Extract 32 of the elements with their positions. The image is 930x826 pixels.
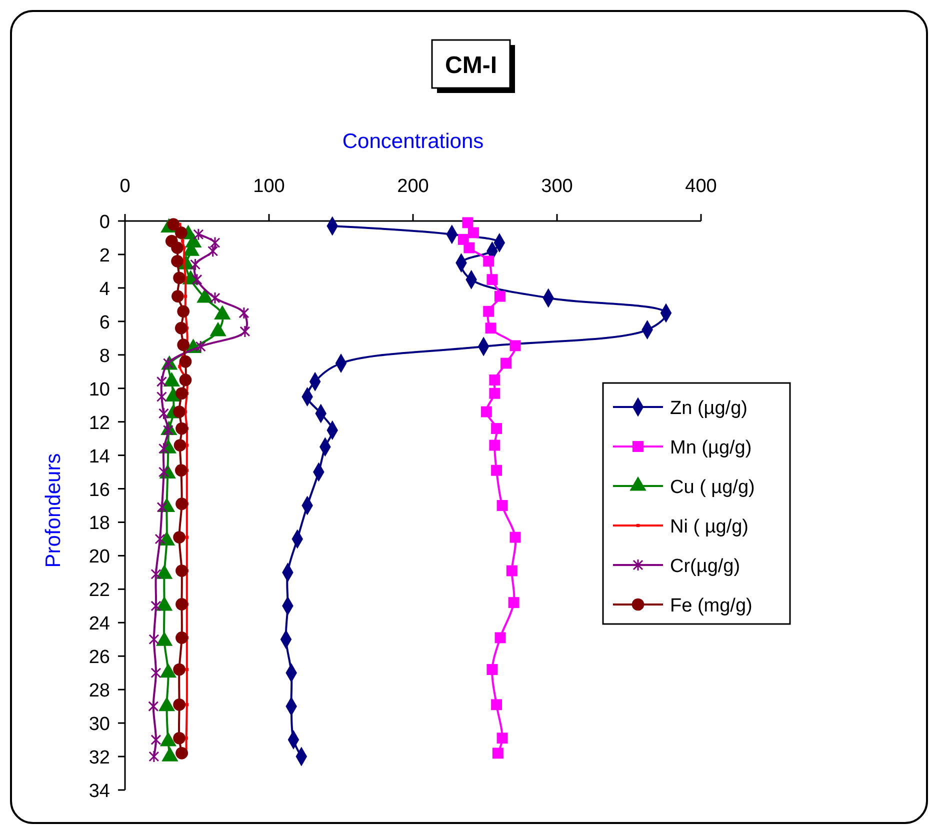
y-tick-label: 6 xyxy=(99,312,110,334)
y-tick-label: 34 xyxy=(88,781,110,802)
y-axis-title: Profondeurs xyxy=(42,453,65,568)
x-tick-label: 100 xyxy=(253,176,285,197)
y-tick-label: 0 xyxy=(99,212,110,233)
legend-label: Zn (µg/g) xyxy=(670,398,748,419)
x-tick-label: 300 xyxy=(541,176,573,197)
y-tick-label: 14 xyxy=(88,446,110,468)
x-tick-label: 0 xyxy=(120,176,130,197)
y-tick-label: 18 xyxy=(88,513,110,534)
y-tick-label: 22 xyxy=(88,580,110,602)
y-tick-label: 2 xyxy=(99,245,110,266)
x-tick-label: 400 xyxy=(685,176,717,197)
y-tick-label: 30 xyxy=(88,714,110,736)
legend-label: Fe (mg/g) xyxy=(670,596,752,616)
chart-title: CM-I xyxy=(445,52,497,79)
legend-label: Cr(µg/g) xyxy=(670,556,740,577)
legend-label: Mn (µg/g) xyxy=(670,438,752,458)
y-tick-label: 4 xyxy=(99,278,110,300)
legend-label: Ni ( µg/g) xyxy=(670,516,749,538)
legend-label: Cu ( µg/g) xyxy=(670,477,755,498)
y-tick-label: 24 xyxy=(88,614,110,635)
y-tick-label: 10 xyxy=(88,379,110,400)
y-tick-label: 28 xyxy=(88,680,110,702)
y-tick-label: 12 xyxy=(88,412,110,434)
y-tick-label: 26 xyxy=(88,647,110,668)
y-tick-label: 32 xyxy=(88,748,110,769)
y-tick-label: 16 xyxy=(88,480,110,501)
y-tick-label: 20 xyxy=(88,546,110,568)
x-axis-title: Concentrations xyxy=(342,130,484,153)
x-tick-label: 200 xyxy=(397,176,429,197)
y-tick-label: 8 xyxy=(99,346,110,367)
